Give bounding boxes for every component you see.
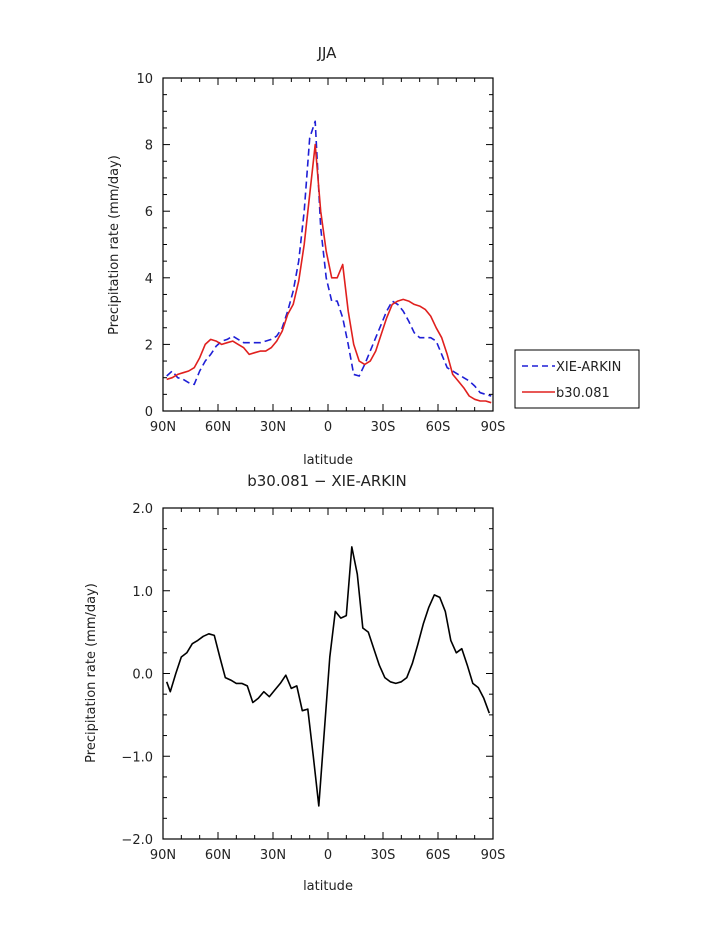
top-chart-title: JJA [317,44,338,62]
top-chart-ylabel: Precipitation rate (mm/day) [107,155,122,335]
bottom-ytick-label: 0.0 [132,668,153,683]
top-xtick-label: 90N [150,420,176,435]
top-xtick-label: 60N [205,420,231,435]
top-xtick-label: 0 [324,420,332,435]
top-chart-ticks: 90N 60N 30N 0 30S 60S 90S 0 2 4 6 8 10 [136,72,505,435]
top-xtick-label: 30S [371,420,396,435]
top-series-line-xie-arkin [166,120,492,397]
bottom-xtick-label: 90S [481,848,506,863]
top-ytick-label: 2 [145,338,153,353]
bottom-chart-ylabel: Precipitation rate (mm/day) [84,583,99,763]
legend-label-b30081: b30.081 [556,386,610,401]
bottom-xtick-label: 0 [324,848,332,863]
bottom-ytick-label: 1.0 [132,585,153,600]
top-chart-marks [166,120,492,404]
top-ytick-label: 8 [145,139,153,154]
bottom-xtick-label: 90N [150,848,176,863]
top-series-line-b30-081 [166,143,492,404]
top-xtick-label: 90S [481,420,506,435]
legend-box [514,349,640,409]
bottom-xtick-label: 30N [260,848,286,863]
bottom-xtick-label: 60N [205,848,231,863]
bottom-xtick-label: 30S [371,848,396,863]
legend: XIE-ARKIN b30.081 [514,349,640,409]
bottom-chart-xlabel: latitude [303,879,353,894]
bottom-ytick-label: −1.0 [121,750,153,765]
top-ytick-label: 10 [136,72,153,87]
top-xtick-label: 30N [260,420,286,435]
legend-label-xie-arkin: XIE-ARKIN [556,360,621,375]
bottom-chart-title: b30.081 − XIE-ARKIN [247,472,407,490]
top-chart-xlabel: latitude [303,453,353,468]
top-ytick-label: 4 [145,272,153,287]
top-ytick-label: 6 [145,205,153,220]
bottom-chart: b30.081 − XIE-ARKIN 90N 60N 30N 0 30S 60S 90S −… [84,472,505,894]
top-chart-frame [162,77,494,412]
top-xtick-label: 60S [426,420,451,435]
bottom-ytick-label: 2.0 [132,502,153,517]
bottom-chart-marks [165,546,491,807]
bottom-chart-ticks: 90N 60N 30N 0 30S 60S 90S −2.0 −1.0 0.0 1.0 2.0 [121,502,505,863]
top-ytick-label: 0 [145,405,153,420]
bottom-ytick-label: −2.0 [121,833,153,848]
bottom-xtick-label: 60S [426,848,451,863]
bottom-series-line-difference [165,546,491,807]
